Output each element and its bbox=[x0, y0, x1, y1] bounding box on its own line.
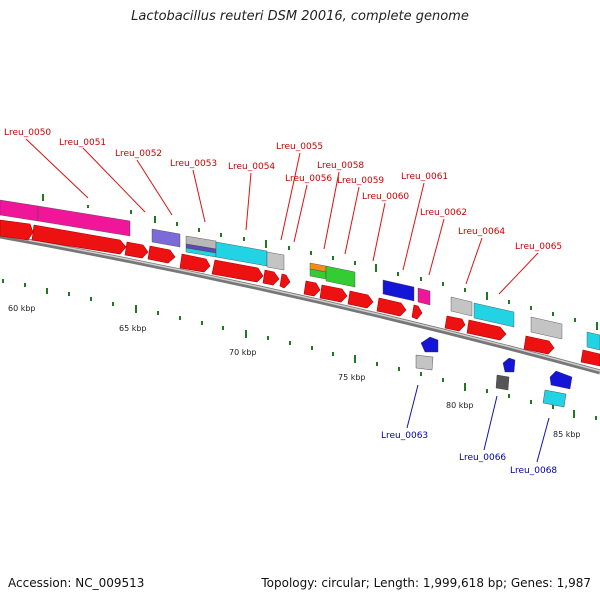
gene-block-gray[interactable] bbox=[530, 316, 563, 340]
map-title: Lactobacillus reuteri DSM 20016, complet… bbox=[131, 9, 469, 24]
gene-label[interactable]: Lreu_0068 bbox=[510, 466, 557, 476]
gene-arrow[interactable] bbox=[279, 273, 291, 289]
gene-arrow[interactable] bbox=[580, 349, 600, 367]
gene-arrow[interactable] bbox=[262, 269, 280, 286]
label-leaders-top bbox=[25, 138, 539, 295]
gene-label[interactable]: Lreu_0052 bbox=[115, 149, 162, 159]
scale-label: 85 kbp bbox=[553, 430, 581, 439]
gene-block-magenta[interactable] bbox=[417, 287, 431, 306]
gene-block-green[interactable] bbox=[325, 265, 356, 288]
scale-label: 75 kbp bbox=[338, 373, 366, 382]
gene-arrow[interactable] bbox=[466, 319, 507, 341]
gene-label[interactable]: Lreu_0060 bbox=[362, 192, 409, 202]
gene-arrow-blue[interactable] bbox=[420, 336, 439, 353]
gene-arrow[interactable] bbox=[0, 219, 34, 241]
gene-arrow[interactable] bbox=[376, 297, 407, 317]
scale-ticks bbox=[2, 279, 597, 420]
gene-block-blue[interactable] bbox=[382, 279, 415, 302]
gene-block-gray[interactable] bbox=[415, 354, 434, 371]
gene-label[interactable]: Lreu_0065 bbox=[515, 242, 562, 252]
gene-label[interactable]: Lreu_0054 bbox=[228, 162, 275, 172]
forward-genes bbox=[0, 219, 600, 367]
gene-arrow-blue[interactable] bbox=[502, 357, 516, 373]
gene-label[interactable]: Lreu_0062 bbox=[420, 208, 467, 218]
gene-label[interactable]: Lreu_0050 bbox=[4, 128, 51, 138]
genome-backbone bbox=[0, 233, 600, 375]
gene-block-magenta[interactable] bbox=[37, 205, 131, 237]
gene-label[interactable]: Lreu_0063 bbox=[381, 431, 428, 441]
gene-label[interactable]: Lreu_0053 bbox=[170, 159, 217, 169]
reverse-genes bbox=[415, 336, 573, 408]
scale-label: 65 kbp bbox=[119, 324, 147, 333]
gene-arrow[interactable] bbox=[179, 253, 211, 273]
gene-arrow[interactable] bbox=[31, 224, 127, 255]
scale-label: 80 kbp bbox=[446, 401, 474, 410]
gene-label[interactable]: Lreu_0055 bbox=[276, 142, 323, 152]
gene-arrow[interactable] bbox=[319, 284, 348, 303]
gene-block-cyan[interactable] bbox=[586, 331, 600, 351]
gene-block-gray[interactable] bbox=[266, 251, 285, 271]
gene-label[interactable]: Lreu_0058 bbox=[317, 161, 364, 171]
upper-ticks bbox=[42, 194, 598, 330]
scale-label: 60 kbp bbox=[8, 304, 36, 313]
gene-label[interactable]: Lreu_0061 bbox=[401, 172, 448, 182]
gene-label[interactable]: Lreu_0056 bbox=[285, 174, 332, 184]
scale-label: 70 kbp bbox=[229, 348, 257, 357]
gene-block-cyan[interactable] bbox=[473, 302, 515, 328]
gene-arrow[interactable] bbox=[211, 259, 264, 283]
gene-label[interactable]: Lreu_0066 bbox=[459, 453, 506, 463]
label-leaders-bottom bbox=[406, 384, 550, 463]
upper-track-genes bbox=[0, 199, 600, 351]
gene-block-gray[interactable] bbox=[450, 296, 473, 317]
gene-arrow[interactable] bbox=[444, 315, 466, 332]
gene-arrow[interactable] bbox=[523, 335, 555, 355]
gene-arrow[interactable] bbox=[303, 280, 321, 297]
gene-block-magenta[interactable] bbox=[0, 199, 39, 222]
gene-label[interactable]: Lreu_0059 bbox=[337, 176, 384, 186]
gene-arrow-blue[interactable] bbox=[549, 370, 573, 390]
gene-arrow[interactable] bbox=[124, 241, 149, 259]
gene-block-purple[interactable] bbox=[151, 228, 181, 248]
gene-arrow[interactable] bbox=[411, 304, 423, 320]
genome-summary: Topology: circular; Length: 1,999,618 bp… bbox=[261, 576, 591, 590]
gene-label[interactable]: Lreu_0051 bbox=[59, 138, 106, 148]
gene-block-gray[interactable] bbox=[495, 374, 510, 391]
gene-block-cyan[interactable] bbox=[542, 389, 567, 408]
gene-arrow[interactable] bbox=[147, 245, 176, 264]
gene-label[interactable]: Lreu_0064 bbox=[458, 227, 505, 237]
gene-arrow[interactable] bbox=[347, 290, 374, 309]
accession-label: Accession: NC_009513 bbox=[8, 576, 145, 590]
